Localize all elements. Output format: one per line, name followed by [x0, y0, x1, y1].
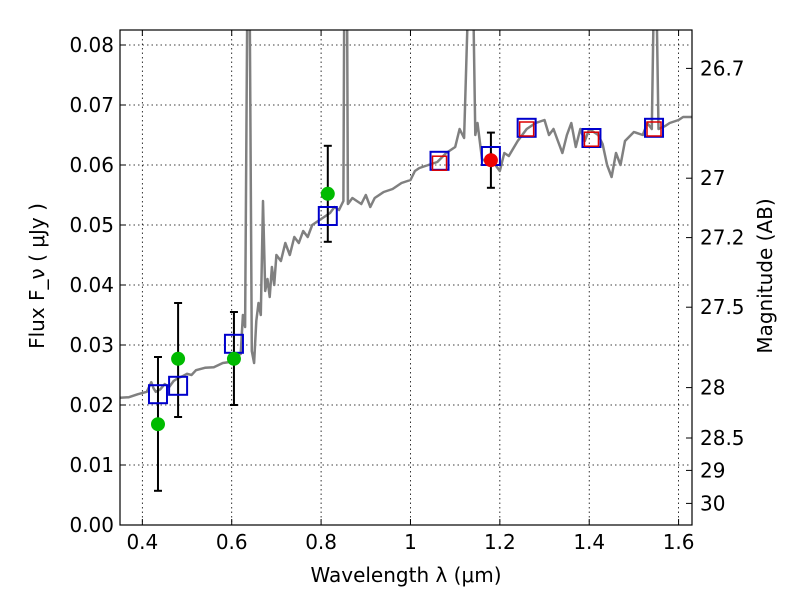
y-axis-label: Flux F_ν ( μJy ) — [25, 203, 49, 349]
y2-tick-label: 27.2 — [700, 226, 745, 250]
square-marker — [147, 384, 168, 405]
square-marker — [583, 131, 600, 147]
square-marker — [168, 375, 189, 396]
square-marker — [581, 128, 602, 148]
axes — [119, 29, 693, 526]
y2-tick-label: 28 — [700, 376, 725, 400]
y-tick-label: 0.06 — [69, 153, 114, 177]
y2-tick-label: 26.7 — [700, 56, 745, 80]
circle-marker — [150, 417, 165, 432]
circle-marker — [226, 351, 241, 366]
y2-tick-label: 27 — [700, 166, 725, 190]
x-axis-label: Wavelength λ (μm) — [310, 563, 501, 587]
square-marker — [431, 155, 448, 171]
grid-lines — [120, 30, 692, 526]
y-tick-label: 0.03 — [69, 333, 114, 357]
y-tick-label: 0.04 — [69, 273, 114, 297]
y-tick-label: 0.08 — [69, 33, 114, 57]
y-tick-label: 0.00 — [69, 513, 114, 537]
tick-labels: 0.4 0.6 0.8 1 1.2 1.4 1.6 0.00 0.01 0.02 0.03 0.04 0… — [69, 33, 744, 554]
x-tick-label: 0.4 — [126, 530, 158, 554]
circle-marker — [171, 351, 186, 366]
x-tick-label: 1.6 — [663, 530, 695, 554]
data-layer — [120, 30, 692, 492]
spectrum-line — [120, 30, 692, 400]
y-tick-label: 0.07 — [69, 93, 114, 117]
circle-marker — [320, 186, 335, 201]
x-tick-label: 0.8 — [305, 530, 337, 554]
y-tick-label: 0.02 — [69, 393, 114, 417]
square-marker — [516, 117, 537, 138]
y2-tick-label: 29 — [700, 458, 725, 482]
x-tick-label: 1.4 — [573, 530, 605, 554]
y-tick-label: 0.01 — [69, 453, 114, 477]
y2-tick-label: 27.5 — [700, 295, 745, 319]
y-tick-label: 0.05 — [69, 213, 114, 237]
square-marker — [644, 117, 665, 138]
plot-frame — [119, 29, 693, 526]
x-tick-label: 1 — [404, 530, 417, 554]
x-tick-label: 0.6 — [216, 530, 248, 554]
square-marker — [646, 121, 662, 137]
square-marker — [518, 121, 535, 137]
y2-tick-label: 28.5 — [700, 426, 745, 450]
y2-axis-label: Magnitude (AB) — [753, 198, 777, 353]
circle-marker — [483, 153, 498, 168]
y2-tick-label: 30 — [700, 491, 725, 515]
square-marker — [317, 206, 338, 226]
x-tick-label: 1.2 — [484, 530, 516, 554]
